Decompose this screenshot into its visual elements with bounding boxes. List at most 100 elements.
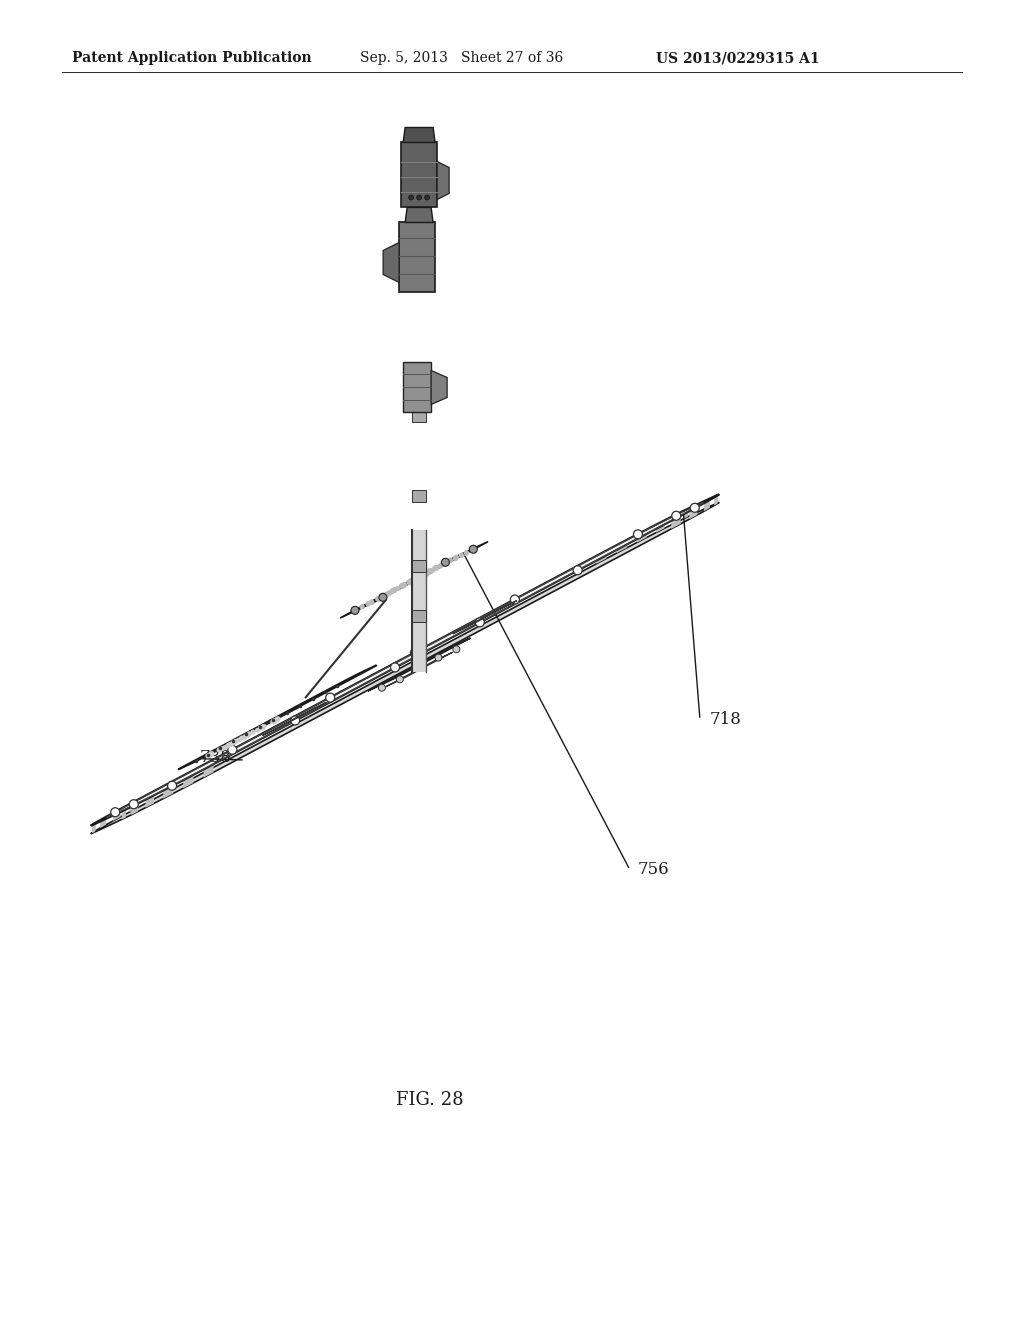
Text: FIG. 28: FIG. 28 <box>396 1092 464 1109</box>
Circle shape <box>465 550 468 554</box>
Text: Patent Application Publication: Patent Application Publication <box>72 51 311 65</box>
Circle shape <box>208 754 211 758</box>
Polygon shape <box>453 601 517 634</box>
Circle shape <box>454 557 458 561</box>
Circle shape <box>386 591 390 595</box>
Text: US 2013/0229315 A1: US 2013/0229315 A1 <box>656 51 819 65</box>
Circle shape <box>417 195 422 201</box>
Circle shape <box>366 602 370 606</box>
Polygon shape <box>91 494 719 826</box>
Polygon shape <box>401 143 437 207</box>
Circle shape <box>360 605 365 609</box>
Polygon shape <box>163 785 173 799</box>
Polygon shape <box>431 371 447 404</box>
Polygon shape <box>91 503 719 834</box>
Circle shape <box>129 800 138 809</box>
Circle shape <box>218 748 221 752</box>
Circle shape <box>262 725 266 729</box>
Polygon shape <box>100 817 105 828</box>
Circle shape <box>256 729 259 733</box>
Circle shape <box>260 726 264 730</box>
Circle shape <box>379 684 385 692</box>
Polygon shape <box>131 804 138 814</box>
Circle shape <box>272 719 275 722</box>
Circle shape <box>401 583 406 587</box>
Circle shape <box>231 741 234 744</box>
Circle shape <box>234 739 239 743</box>
Circle shape <box>401 583 406 587</box>
Circle shape <box>434 566 438 570</box>
Circle shape <box>384 593 388 597</box>
Polygon shape <box>437 161 450 199</box>
Circle shape <box>428 570 432 574</box>
Polygon shape <box>714 496 717 506</box>
Circle shape <box>390 663 399 672</box>
Circle shape <box>469 545 477 553</box>
Circle shape <box>441 562 445 566</box>
Circle shape <box>210 752 214 755</box>
Circle shape <box>455 556 459 560</box>
Circle shape <box>387 591 391 595</box>
Circle shape <box>442 562 446 566</box>
Text: 738: 738 <box>200 750 231 767</box>
Circle shape <box>391 589 395 593</box>
Polygon shape <box>145 796 154 808</box>
Polygon shape <box>412 561 426 573</box>
Circle shape <box>261 726 265 730</box>
Circle shape <box>208 754 212 756</box>
Circle shape <box>206 754 210 758</box>
Circle shape <box>240 737 244 741</box>
Circle shape <box>251 730 255 734</box>
Circle shape <box>414 578 418 582</box>
Circle shape <box>453 645 460 653</box>
Polygon shape <box>368 638 470 690</box>
Polygon shape <box>705 500 710 511</box>
Circle shape <box>433 566 437 570</box>
Polygon shape <box>262 702 327 735</box>
Circle shape <box>408 579 412 583</box>
Polygon shape <box>204 764 214 777</box>
Circle shape <box>351 606 359 614</box>
Polygon shape <box>596 550 606 564</box>
Circle shape <box>377 597 381 601</box>
Circle shape <box>402 582 407 586</box>
Circle shape <box>672 511 681 520</box>
Text: Sep. 5, 2013   Sheet 27 of 36: Sep. 5, 2013 Sheet 27 of 36 <box>360 51 563 65</box>
Circle shape <box>441 558 450 566</box>
Polygon shape <box>715 495 718 504</box>
Circle shape <box>386 591 390 595</box>
Circle shape <box>370 601 374 605</box>
Circle shape <box>227 743 231 746</box>
Circle shape <box>510 595 519 605</box>
Polygon shape <box>689 507 697 519</box>
Circle shape <box>442 561 446 565</box>
Circle shape <box>168 781 176 791</box>
Circle shape <box>244 735 247 739</box>
Polygon shape <box>183 775 194 788</box>
Circle shape <box>233 739 238 743</box>
Circle shape <box>430 569 434 573</box>
Circle shape <box>276 717 280 721</box>
Circle shape <box>382 593 386 598</box>
Polygon shape <box>178 665 377 770</box>
Circle shape <box>428 569 432 573</box>
Circle shape <box>444 561 449 565</box>
Polygon shape <box>129 799 139 812</box>
Polygon shape <box>672 513 679 524</box>
Circle shape <box>210 752 213 756</box>
Circle shape <box>210 752 213 756</box>
Text: 718: 718 <box>710 711 741 729</box>
Circle shape <box>376 597 380 601</box>
Circle shape <box>231 741 234 744</box>
Circle shape <box>261 726 264 729</box>
Circle shape <box>573 566 583 574</box>
Polygon shape <box>412 610 426 623</box>
Polygon shape <box>403 363 431 412</box>
Circle shape <box>392 589 396 593</box>
Circle shape <box>399 583 403 587</box>
Polygon shape <box>399 223 435 293</box>
Circle shape <box>221 747 224 750</box>
Circle shape <box>275 717 279 721</box>
Circle shape <box>424 572 428 576</box>
Circle shape <box>425 572 429 576</box>
